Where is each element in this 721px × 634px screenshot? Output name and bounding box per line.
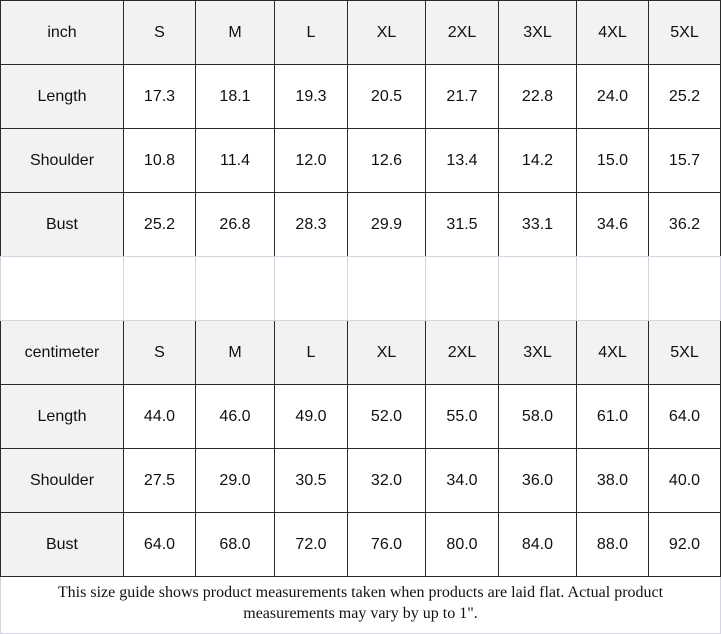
measurement: 18.1	[195, 64, 275, 129]
footer-note: This size guide shows product measuremen…	[0, 576, 721, 634]
measurement: 72.0	[274, 512, 348, 577]
measurement: 58.0	[498, 384, 577, 449]
measurement: 20.5	[347, 64, 426, 129]
measurement: 64.0	[648, 384, 721, 449]
size-header: 5XL	[648, 0, 721, 65]
measurement: 49.0	[274, 384, 348, 449]
row-label: Bust	[0, 192, 124, 257]
measurement: 21.7	[425, 64, 499, 129]
size-header: 2XL	[425, 320, 499, 385]
measurement: 32.0	[347, 448, 426, 513]
size-header: 4XL	[576, 0, 649, 65]
spacer-cell	[498, 256, 577, 321]
size-header: XL	[347, 0, 426, 65]
measurement: 30.5	[274, 448, 348, 513]
row-label: Length	[0, 64, 124, 129]
measurement: 12.6	[347, 128, 426, 193]
spacer-cell	[123, 256, 196, 321]
measurement: 12.0	[274, 128, 348, 193]
size-header: 3XL	[498, 0, 577, 65]
measurement: 34.0	[425, 448, 499, 513]
measurement: 40.0	[648, 448, 721, 513]
measurement: 36.2	[648, 192, 721, 257]
unit-header: centimeter	[0, 320, 124, 385]
size-header: S	[123, 0, 196, 65]
measurement: 36.0	[498, 448, 577, 513]
spacer-cell	[425, 256, 499, 321]
size-header: 5XL	[648, 320, 721, 385]
measurement: 46.0	[195, 384, 275, 449]
spacer-cell	[347, 256, 426, 321]
measurement: 25.2	[123, 192, 196, 257]
measurement: 44.0	[123, 384, 196, 449]
spacer-cell	[0, 256, 124, 321]
measurement: 11.4	[195, 128, 275, 193]
row-label: Bust	[0, 512, 124, 577]
measurement: 17.3	[123, 64, 196, 129]
measurement: 19.3	[274, 64, 348, 129]
measurement: 29.0	[195, 448, 275, 513]
size-header: S	[123, 320, 196, 385]
measurement: 10.8	[123, 128, 196, 193]
spacer-cell	[195, 256, 275, 321]
measurement: 15.7	[648, 128, 721, 193]
measurement: 61.0	[576, 384, 649, 449]
size-header: L	[274, 320, 348, 385]
measurement: 64.0	[123, 512, 196, 577]
size-header: M	[195, 320, 275, 385]
spacer-cell	[648, 256, 721, 321]
measurement: 31.5	[425, 192, 499, 257]
measurement: 88.0	[576, 512, 649, 577]
measurement: 76.0	[347, 512, 426, 577]
measurement: 22.8	[498, 64, 577, 129]
size-header: M	[195, 0, 275, 65]
row-label: Shoulder	[0, 128, 124, 193]
row-label: Shoulder	[0, 448, 124, 513]
measurement: 29.9	[347, 192, 426, 257]
size-header: 3XL	[498, 320, 577, 385]
measurement: 52.0	[347, 384, 426, 449]
measurement: 24.0	[576, 64, 649, 129]
measurement: 15.0	[576, 128, 649, 193]
size-header: 4XL	[576, 320, 649, 385]
row-label: Length	[0, 384, 124, 449]
measurement: 34.6	[576, 192, 649, 257]
measurement: 92.0	[648, 512, 721, 577]
measurement: 33.1	[498, 192, 577, 257]
size-header: 2XL	[425, 0, 499, 65]
measurement: 84.0	[498, 512, 577, 577]
measurement: 27.5	[123, 448, 196, 513]
measurement: 26.8	[195, 192, 275, 257]
measurement: 68.0	[195, 512, 275, 577]
measurement: 38.0	[576, 448, 649, 513]
measurement: 80.0	[425, 512, 499, 577]
spacer-cell	[274, 256, 348, 321]
measurement: 13.4	[425, 128, 499, 193]
size-header: L	[274, 0, 348, 65]
spacer-cell	[576, 256, 649, 321]
size-header: XL	[347, 320, 426, 385]
measurement: 14.2	[498, 128, 577, 193]
measurement: 55.0	[425, 384, 499, 449]
measurement: 28.3	[274, 192, 348, 257]
unit-header: inch	[0, 0, 124, 65]
measurement: 25.2	[648, 64, 721, 129]
